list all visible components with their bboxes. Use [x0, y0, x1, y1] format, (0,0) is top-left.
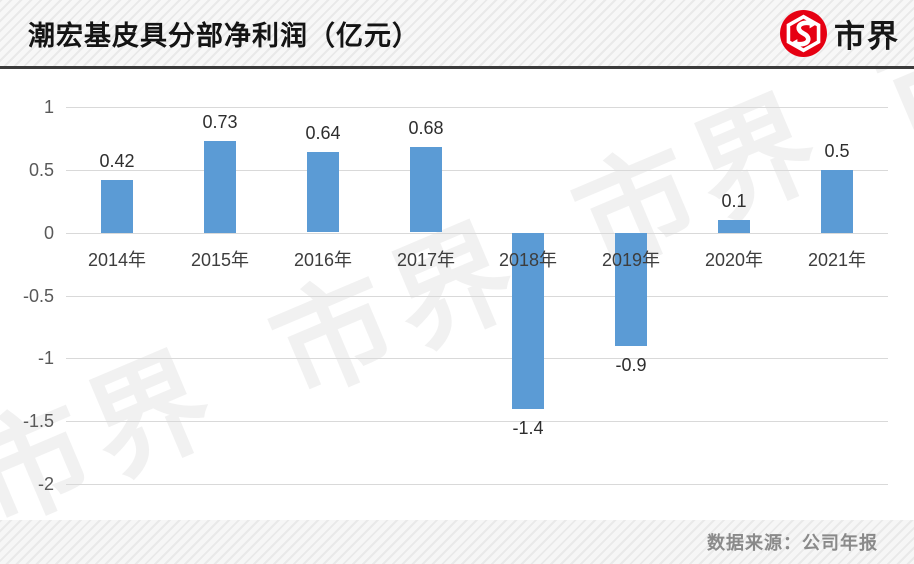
gridline	[66, 233, 888, 234]
bar-value-label: 0.1	[721, 191, 747, 211]
bar-value-label: 0.68	[408, 118, 444, 138]
brand-logo-icon	[780, 9, 827, 57]
x-axis-label: 2019年	[601, 250, 661, 270]
brand-logo: 市界	[779, 9, 900, 58]
y-tick-label: 0	[43, 223, 54, 243]
page-title: 潮宏基皮具分部净利润（亿元）	[28, 20, 420, 51]
header-bar: 潮宏基皮具分部净利润（亿元） 市界	[0, 0, 914, 66]
bar	[512, 233, 544, 409]
bar	[101, 180, 133, 233]
bar-value-label: -1.4	[512, 418, 544, 438]
gridline	[66, 170, 888, 171]
x-axis-label: 2015年	[190, 250, 250, 270]
y-tick-label: -1.5	[22, 411, 54, 431]
x-axis-label: 2020年	[704, 250, 764, 270]
x-axis-label: 2014年	[87, 250, 147, 270]
data-source: 数据来源：公司年报	[707, 533, 878, 553]
bar-value-label: 0.5	[824, 141, 850, 161]
gridline	[66, 107, 888, 108]
gridline	[66, 358, 888, 359]
y-tick-label: -0.5	[22, 286, 54, 306]
gridline	[66, 296, 888, 297]
header-divider	[0, 66, 914, 69]
x-axis-label: 2021年	[807, 250, 867, 270]
bar	[718, 220, 750, 233]
gridline	[66, 484, 888, 485]
y-tick-label: 1	[43, 97, 54, 117]
x-axis-label: 2018年	[498, 250, 558, 270]
bar-value-label: -0.9	[615, 355, 647, 375]
bar	[615, 233, 647, 346]
bar-value-label: 0.73	[202, 112, 238, 132]
y-tick-label: -2	[37, 474, 54, 494]
bar-value-label: 0.64	[305, 123, 341, 143]
bar-value-label: 0.42	[99, 151, 135, 171]
y-tick-label: 0.5	[28, 160, 54, 180]
footer-bar: 数据来源：公司年报	[0, 520, 914, 564]
bar	[821, 170, 853, 233]
y-tick-label: -1	[37, 348, 54, 368]
bar	[307, 152, 339, 232]
x-axis-label: 2017年	[396, 250, 456, 270]
gridline	[66, 421, 888, 422]
x-axis-label: 2016年	[293, 250, 353, 270]
bar	[204, 141, 236, 233]
bar	[410, 147, 442, 232]
brand-logo-text: 市界	[834, 18, 900, 54]
